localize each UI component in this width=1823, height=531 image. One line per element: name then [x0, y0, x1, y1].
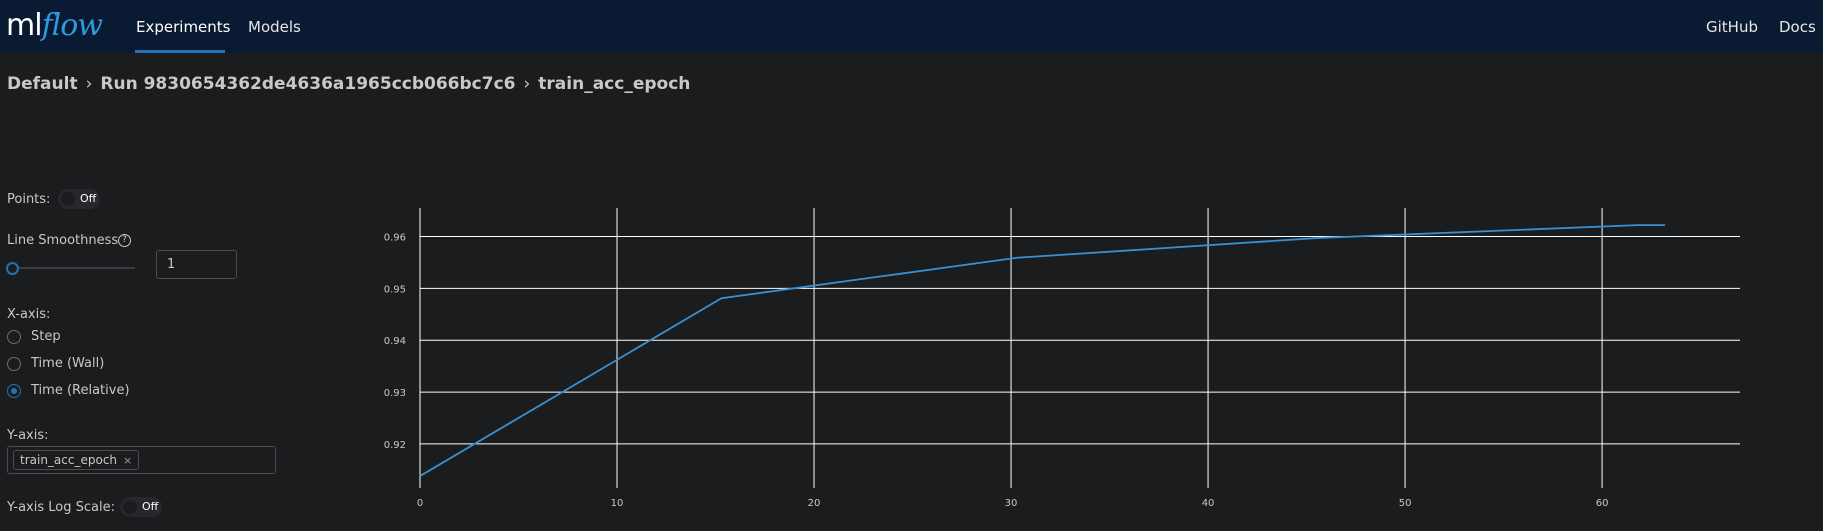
chevron-right-icon: › — [523, 74, 531, 94]
nav-models[interactable]: Models — [248, 18, 301, 36]
breadcrumb-metric: train_acc_epoch — [538, 74, 691, 94]
y-tick-label: 0.95 — [384, 284, 406, 295]
breadcrumb: Default › Run 9830654362de4636a1965ccb06… — [7, 74, 690, 94]
y-tick-label: 0.92 — [384, 440, 406, 451]
points-toggle-text: Off — [80, 192, 97, 205]
radio-button-checked[interactable] — [7, 383, 21, 398]
x-tick-label: 20 — [808, 498, 821, 509]
nav-experiments[interactable]: Experiments — [136, 18, 231, 36]
top-nav-bar: ml flow Experiments Models GitHub Docs — [0, 0, 1823, 53]
y-tick-label: 0.96 — [384, 233, 406, 244]
question-circle-icon[interactable]: ? — [118, 234, 131, 247]
xaxis-option-time-wall[interactable]: Time (Wall) — [7, 356, 104, 371]
y-tick-label: 0.93 — [384, 388, 406, 399]
yaxis-label: Y-axis: — [7, 428, 49, 443]
log-scale-label: Y-axis Log Scale: — [7, 500, 115, 515]
x-tick-label: 0 — [417, 498, 423, 509]
xaxis-option-step[interactable]: Step — [7, 329, 61, 344]
mlflow-logo[interactable]: ml flow — [6, 8, 103, 44]
x-tick-label: 40 — [1202, 498, 1215, 509]
points-label: Points: — [7, 192, 51, 207]
points-toggle[interactable]: Off — [58, 189, 100, 209]
series-line — [419, 224, 1666, 477]
log-scale-toggle-text: Off — [142, 500, 159, 513]
xaxis-option-label: Time (Relative) — [31, 383, 130, 398]
xaxis-option-time-relative[interactable]: Time (Relative) — [7, 383, 130, 398]
xaxis-option-label: Step — [31, 329, 61, 344]
smoothness-slider-handle[interactable] — [6, 262, 19, 275]
xaxis-label: X-axis: — [7, 307, 51, 322]
toggle-knob — [123, 500, 137, 514]
nav-docs[interactable]: Docs — [1779, 18, 1816, 36]
logo-ml-text: ml — [6, 8, 43, 43]
chevron-right-icon: › — [85, 74, 93, 94]
x-tick-label: 10 — [611, 498, 624, 509]
x-tick-label: 50 — [1399, 498, 1412, 509]
logo-flow-text: flow — [41, 8, 103, 43]
radio-button[interactable] — [7, 356, 21, 371]
close-icon[interactable]: × — [123, 453, 133, 467]
radio-button[interactable] — [7, 329, 21, 344]
y-tick-label: 0.94 — [384, 336, 406, 347]
smoothness-slider-track[interactable] — [12, 267, 135, 269]
log-scale-toggle[interactable]: Off — [120, 497, 162, 517]
yaxis-metric-tag-label: train_acc_epoch — [20, 453, 118, 467]
x-tick-label: 60 — [1596, 498, 1609, 509]
toggle-knob — [61, 192, 75, 206]
line-smoothness-label: Line Smoothness — [7, 233, 119, 248]
nav-github[interactable]: GitHub — [1706, 18, 1758, 36]
breadcrumb-run[interactable]: Run 9830654362de4636a1965ccb066bc7c6 — [100, 74, 516, 94]
yaxis-metric-select[interactable]: train_acc_epoch × — [7, 446, 276, 474]
active-nav-underline — [135, 50, 225, 53]
yaxis-metric-tag: train_acc_epoch × — [13, 450, 140, 470]
smoothness-input[interactable] — [156, 250, 237, 279]
xaxis-option-label: Time (Wall) — [31, 356, 105, 371]
x-tick-label: 30 — [1005, 498, 1018, 509]
breadcrumb-experiment[interactable]: Default — [7, 74, 78, 94]
